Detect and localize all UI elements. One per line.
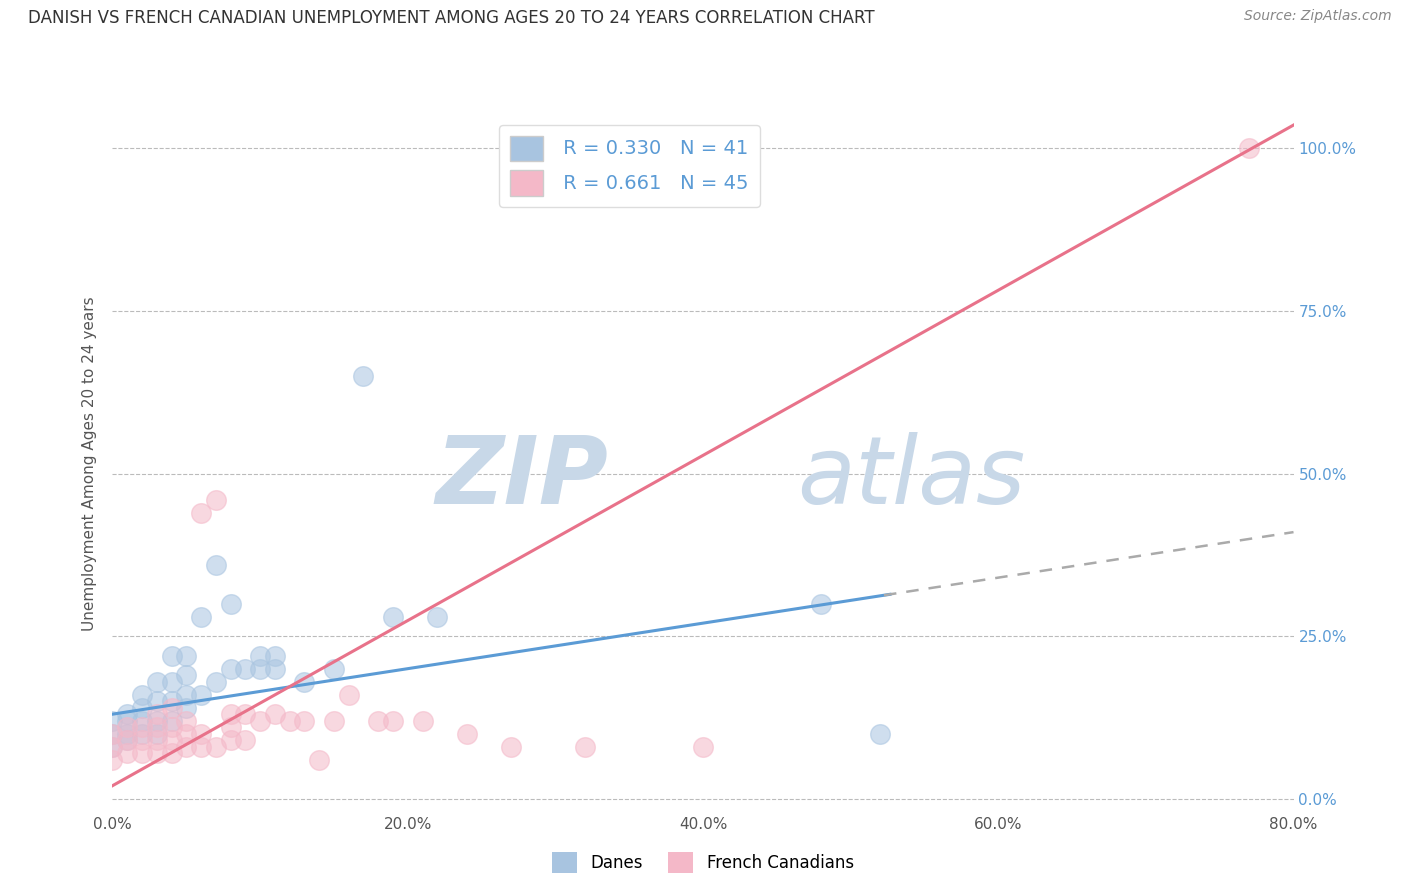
Text: atlas: atlas xyxy=(797,433,1026,524)
Point xyxy=(131,688,153,702)
Point xyxy=(160,714,183,728)
Point xyxy=(278,714,301,728)
Point xyxy=(574,739,596,754)
Point xyxy=(692,739,714,754)
Point xyxy=(101,714,124,728)
Legend:  R = 0.330   N = 41,  R = 0.661   N = 45: R = 0.330 N = 41, R = 0.661 N = 45 xyxy=(499,125,759,207)
Point xyxy=(205,674,228,689)
Point xyxy=(249,662,271,676)
Point xyxy=(160,700,183,714)
Point xyxy=(190,506,212,520)
Point xyxy=(160,733,183,747)
Point xyxy=(264,707,287,722)
Point xyxy=(426,609,449,624)
Point xyxy=(174,714,197,728)
Point xyxy=(292,714,315,728)
Point xyxy=(160,674,183,689)
Point xyxy=(131,720,153,734)
Point xyxy=(146,720,169,734)
Point xyxy=(205,739,228,754)
Point xyxy=(219,597,242,611)
Legend: Danes, French Canadians: Danes, French Canadians xyxy=(546,846,860,880)
Point xyxy=(101,739,124,754)
Point xyxy=(501,739,523,754)
Point xyxy=(174,648,197,663)
Point xyxy=(117,707,138,722)
Y-axis label: Unemployment Among Ages 20 to 24 years: Unemployment Among Ages 20 to 24 years xyxy=(82,296,97,632)
Point xyxy=(101,727,124,741)
Point xyxy=(264,662,287,676)
Point xyxy=(117,720,138,734)
Point xyxy=(117,746,138,760)
Point xyxy=(205,558,228,572)
Point xyxy=(308,753,330,767)
Point xyxy=(233,707,256,722)
Point xyxy=(810,597,832,611)
Point xyxy=(146,733,169,747)
Point xyxy=(174,700,197,714)
Point xyxy=(174,668,197,682)
Point xyxy=(160,648,183,663)
Point xyxy=(131,746,153,760)
Point xyxy=(219,720,242,734)
Point xyxy=(146,707,169,722)
Point xyxy=(323,662,346,676)
Point xyxy=(190,739,212,754)
Point xyxy=(131,714,153,728)
Point xyxy=(869,727,891,741)
Point xyxy=(249,648,271,663)
Point xyxy=(219,707,242,722)
Point xyxy=(174,688,197,702)
Point xyxy=(117,727,138,741)
Point xyxy=(117,733,138,747)
Point xyxy=(190,609,212,624)
Point xyxy=(131,727,153,741)
Point xyxy=(174,727,197,741)
Point xyxy=(337,688,360,702)
Point xyxy=(382,609,405,624)
Point xyxy=(117,714,138,728)
Point xyxy=(190,688,212,702)
Point xyxy=(411,714,433,728)
Point xyxy=(233,662,256,676)
Point xyxy=(323,714,346,728)
Point xyxy=(205,492,228,507)
Point xyxy=(160,720,183,734)
Point xyxy=(219,662,242,676)
Point xyxy=(117,733,138,747)
Point xyxy=(249,714,271,728)
Text: DANISH VS FRENCH CANADIAN UNEMPLOYMENT AMONG AGES 20 TO 24 YEARS CORRELATION CHA: DANISH VS FRENCH CANADIAN UNEMPLOYMENT A… xyxy=(28,9,875,27)
Point xyxy=(101,727,124,741)
Point xyxy=(131,733,153,747)
Point xyxy=(352,369,374,384)
Point xyxy=(160,746,183,760)
Point xyxy=(131,700,153,714)
Point xyxy=(219,733,242,747)
Text: ZIP: ZIP xyxy=(436,432,609,524)
Point xyxy=(146,714,169,728)
Point xyxy=(367,714,389,728)
Point xyxy=(456,727,478,741)
Point xyxy=(101,739,124,754)
Point xyxy=(146,746,169,760)
Point xyxy=(1239,141,1261,155)
Point xyxy=(264,648,287,663)
Point xyxy=(146,674,169,689)
Point xyxy=(174,739,197,754)
Point xyxy=(292,674,315,689)
Point xyxy=(160,694,183,708)
Text: Source: ZipAtlas.com: Source: ZipAtlas.com xyxy=(1244,9,1392,23)
Point xyxy=(233,733,256,747)
Point xyxy=(146,727,169,741)
Point xyxy=(101,753,124,767)
Point xyxy=(190,727,212,741)
Point xyxy=(146,694,169,708)
Point xyxy=(382,714,405,728)
